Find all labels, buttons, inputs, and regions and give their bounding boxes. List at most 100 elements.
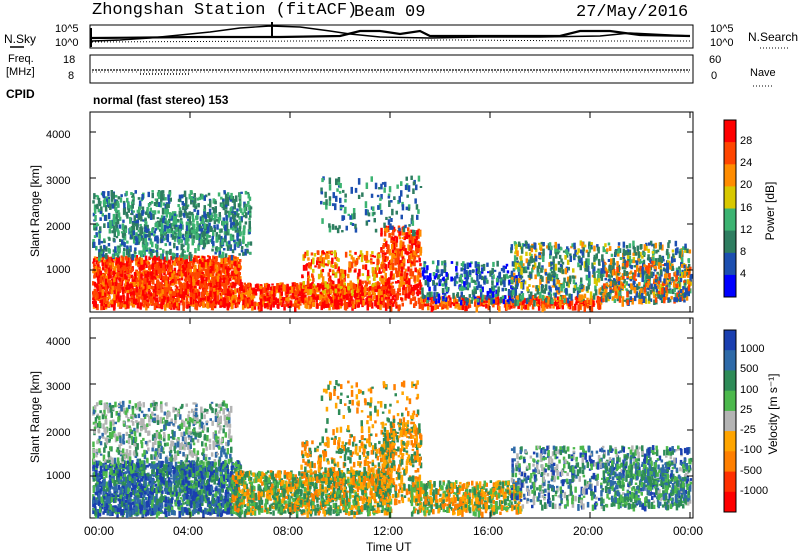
power-cell xyxy=(604,249,608,252)
power-cell xyxy=(162,287,165,290)
power-cell xyxy=(499,279,503,286)
power-cell xyxy=(246,303,250,307)
power-cell xyxy=(510,277,513,283)
power-cell xyxy=(534,248,538,253)
power-cell xyxy=(316,283,320,287)
power-cell xyxy=(217,262,221,269)
power-cell xyxy=(348,288,351,295)
power-cell xyxy=(237,263,241,268)
power-cell xyxy=(169,277,172,281)
power-cell xyxy=(196,259,199,264)
power-cell xyxy=(548,300,551,303)
power-cell xyxy=(578,303,582,310)
power-cell xyxy=(670,256,674,263)
power-cell xyxy=(207,269,210,277)
power-cell xyxy=(473,301,477,307)
power-cell xyxy=(501,287,504,292)
power-cell xyxy=(494,294,498,298)
power-cell xyxy=(256,302,259,307)
power-cell xyxy=(376,286,379,292)
power-cell xyxy=(391,291,395,295)
power-cell xyxy=(683,282,687,289)
power-cell xyxy=(117,282,120,289)
power-cell xyxy=(309,288,312,295)
power-cell xyxy=(166,298,169,306)
power-cell xyxy=(193,290,196,293)
power-cell xyxy=(568,300,571,307)
power-cell xyxy=(224,264,228,270)
power-cell xyxy=(386,278,390,285)
power-cell xyxy=(165,250,168,255)
power-cell xyxy=(613,298,617,303)
power-cell xyxy=(675,267,679,272)
power-cell xyxy=(365,298,368,304)
power-cell xyxy=(107,212,111,220)
power-cell xyxy=(172,291,175,296)
power-cell xyxy=(605,250,608,254)
power-cell xyxy=(137,261,140,268)
power-cell xyxy=(238,192,242,199)
power-cell xyxy=(674,292,678,299)
power-cell xyxy=(393,291,396,298)
power-cell xyxy=(229,246,232,251)
power-cell xyxy=(248,196,252,201)
power-cell xyxy=(234,265,237,268)
power-cell xyxy=(426,294,429,298)
power-cell xyxy=(321,289,325,293)
power-cell xyxy=(272,296,276,301)
power-cell xyxy=(143,298,146,306)
power-cell xyxy=(154,276,158,280)
power-cell xyxy=(143,277,147,284)
power-cell xyxy=(549,268,553,272)
power-cell xyxy=(173,302,177,308)
power-cell xyxy=(143,294,146,300)
power-cell xyxy=(236,208,239,212)
power-cell xyxy=(119,243,123,247)
power-cell xyxy=(321,301,325,307)
power-cell xyxy=(166,297,170,302)
power-cell xyxy=(222,297,226,300)
power-cell xyxy=(444,278,448,286)
power-cell xyxy=(295,295,299,298)
power-cell xyxy=(392,288,396,292)
power-cell xyxy=(181,194,184,199)
power-cell xyxy=(175,232,178,239)
power-cell xyxy=(372,270,375,276)
power-cell xyxy=(365,281,368,287)
power-cell xyxy=(169,282,173,286)
power-cell xyxy=(456,299,459,302)
power-cell xyxy=(274,297,278,304)
power-cell xyxy=(381,264,384,270)
power-cell xyxy=(171,282,174,286)
power-cell xyxy=(488,294,491,299)
power-cell xyxy=(316,260,319,266)
power-cell xyxy=(189,285,192,293)
power-cell xyxy=(221,237,224,241)
power-cell xyxy=(541,305,544,313)
power-cell xyxy=(145,270,149,274)
power-cell xyxy=(464,297,467,301)
power-cell xyxy=(380,227,383,235)
power-cell xyxy=(369,259,373,262)
power-cell xyxy=(220,281,223,287)
power-cell xyxy=(490,296,493,300)
power-cell xyxy=(227,228,230,236)
power-cell xyxy=(117,257,120,261)
power-cell xyxy=(244,248,247,256)
power-cell xyxy=(526,266,530,270)
power-cell xyxy=(377,302,380,310)
power-cell xyxy=(309,283,312,290)
power-cell xyxy=(97,264,100,267)
power-cell xyxy=(159,201,163,208)
power-cell xyxy=(153,289,156,296)
power-cell xyxy=(94,265,98,273)
power-cell xyxy=(219,295,223,301)
power-cell xyxy=(234,260,237,267)
power-cell xyxy=(344,286,348,292)
power-cell xyxy=(119,270,123,274)
power-cell xyxy=(166,227,169,234)
power-cell xyxy=(199,281,202,287)
power-cell xyxy=(423,261,427,264)
power-cell xyxy=(583,261,587,268)
power-cell xyxy=(389,300,392,304)
